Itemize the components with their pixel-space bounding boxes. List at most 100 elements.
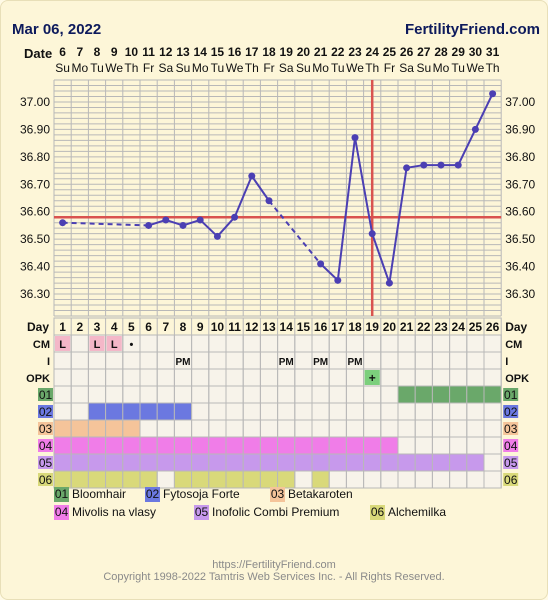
temp-segment [199,219,219,238]
day-tick: 23 [434,320,448,334]
supplement-cell [122,470,141,489]
y-tick-left: 36.40 [20,260,50,274]
supplement-cell [87,436,107,455]
temp-point [179,221,187,229]
y-tick-left: 37.00 [20,95,50,109]
brand-name: FertilityFriend.com [405,21,540,38]
supplement-cell [53,436,72,455]
weekday-tick: We [467,61,485,75]
y-tick-right: 36.30 [505,287,535,301]
day-tick: 2 [76,320,83,334]
supplement-cell [294,453,313,472]
legend-code: 02 [146,487,160,501]
temp-point [385,279,393,287]
supplement-code-left: 04 [39,439,53,453]
day-tick: 18 [348,320,362,334]
footer-url: https://FertilityFriend.com [212,559,335,571]
day-tick: 8 [180,320,187,334]
legend-swatch [145,487,160,502]
weekday-tick: Sa [399,61,414,75]
supplement-cell [328,436,347,455]
supplement-code-right: 01 [504,388,518,402]
y-tick-left: 36.90 [20,122,50,136]
weekday-tick: Sa [158,61,173,75]
temp-point [403,164,411,172]
supplement-cell [225,436,244,455]
supplement-tag-left [38,422,53,435]
supplement-cell [105,402,124,421]
supplement-code-right: 04 [504,439,518,453]
day-tick: 20 [383,320,397,334]
day-tick: 12 [245,320,259,334]
supplement-cell [259,453,279,472]
cm-cell [55,336,71,351]
intercourse-mark: PM [279,357,294,368]
weekday-tick: We [105,61,123,75]
supplement-cell [397,385,416,404]
temp-point [368,230,376,238]
day-tick: 1 [59,320,66,334]
supplement-code-left: 01 [39,388,53,402]
temp-segment [250,175,270,202]
legend-label: Betakaroten [288,487,353,501]
supplement-cell [242,470,261,489]
supplement-cell [173,453,193,472]
temp-segment [371,233,391,284]
supplement-cell [277,470,296,489]
y-tick-right: 36.50 [505,232,535,246]
temp-point [145,221,153,229]
supplement-cell [87,453,107,472]
supplement-tag-left [38,473,53,486]
supplement-cell [191,453,210,472]
day-label: Day [27,320,49,334]
temp-point [334,276,342,284]
supplement-code-left: 05 [39,456,53,470]
day-tick: 21 [400,320,414,334]
supplement-cell [466,453,485,472]
supplement-cell [449,385,468,404]
date-tick: 14 [194,45,208,59]
supplement-cell [208,470,227,489]
day-tick: 9 [197,320,204,334]
temp-point [213,232,221,240]
supplement-cell [311,470,330,489]
weekday-tick: Tu [90,61,104,75]
day-tick: 3 [94,320,101,334]
date-tick: 24 [366,45,380,59]
cm-cell [89,336,105,351]
day-tick: 13 [262,320,276,334]
legend-label: Fytosoja Forte [163,487,240,501]
weekday-tick: We [346,61,364,75]
supplement-cell [449,453,468,472]
supplement-tag-left [38,456,53,469]
supplement-cell [277,453,296,472]
temp-segment [388,167,408,284]
supplement-cell [87,470,107,489]
supplement-cell [173,402,193,421]
temp-segment [336,137,356,281]
supplement-cell [328,453,347,472]
supplement-cell [122,453,141,472]
temp-point [265,197,273,205]
weekday-tick: We [226,61,244,75]
day-tick: 7 [162,320,169,334]
supplement-cell [414,385,433,404]
supplement-cell [259,436,279,455]
y-tick-right: 36.70 [505,177,535,191]
temp-point [248,172,256,180]
supplement-cell [191,470,210,489]
day-tick: 24 [452,320,466,334]
date-tick: 12 [159,45,173,59]
y-tick-right: 36.80 [505,150,535,164]
y-tick-left: 36.50 [20,232,50,246]
temp-segment [216,216,236,238]
temp-point [196,216,204,224]
weekday-tick: Su [176,61,191,75]
intercourse-mark: PM [348,357,363,368]
weekday-tick: Th [486,61,500,75]
weekday-tick: Th [365,61,379,75]
date-tick: 10 [125,45,139,59]
supplement-cell [122,402,141,421]
date-tick: 17 [245,45,259,59]
